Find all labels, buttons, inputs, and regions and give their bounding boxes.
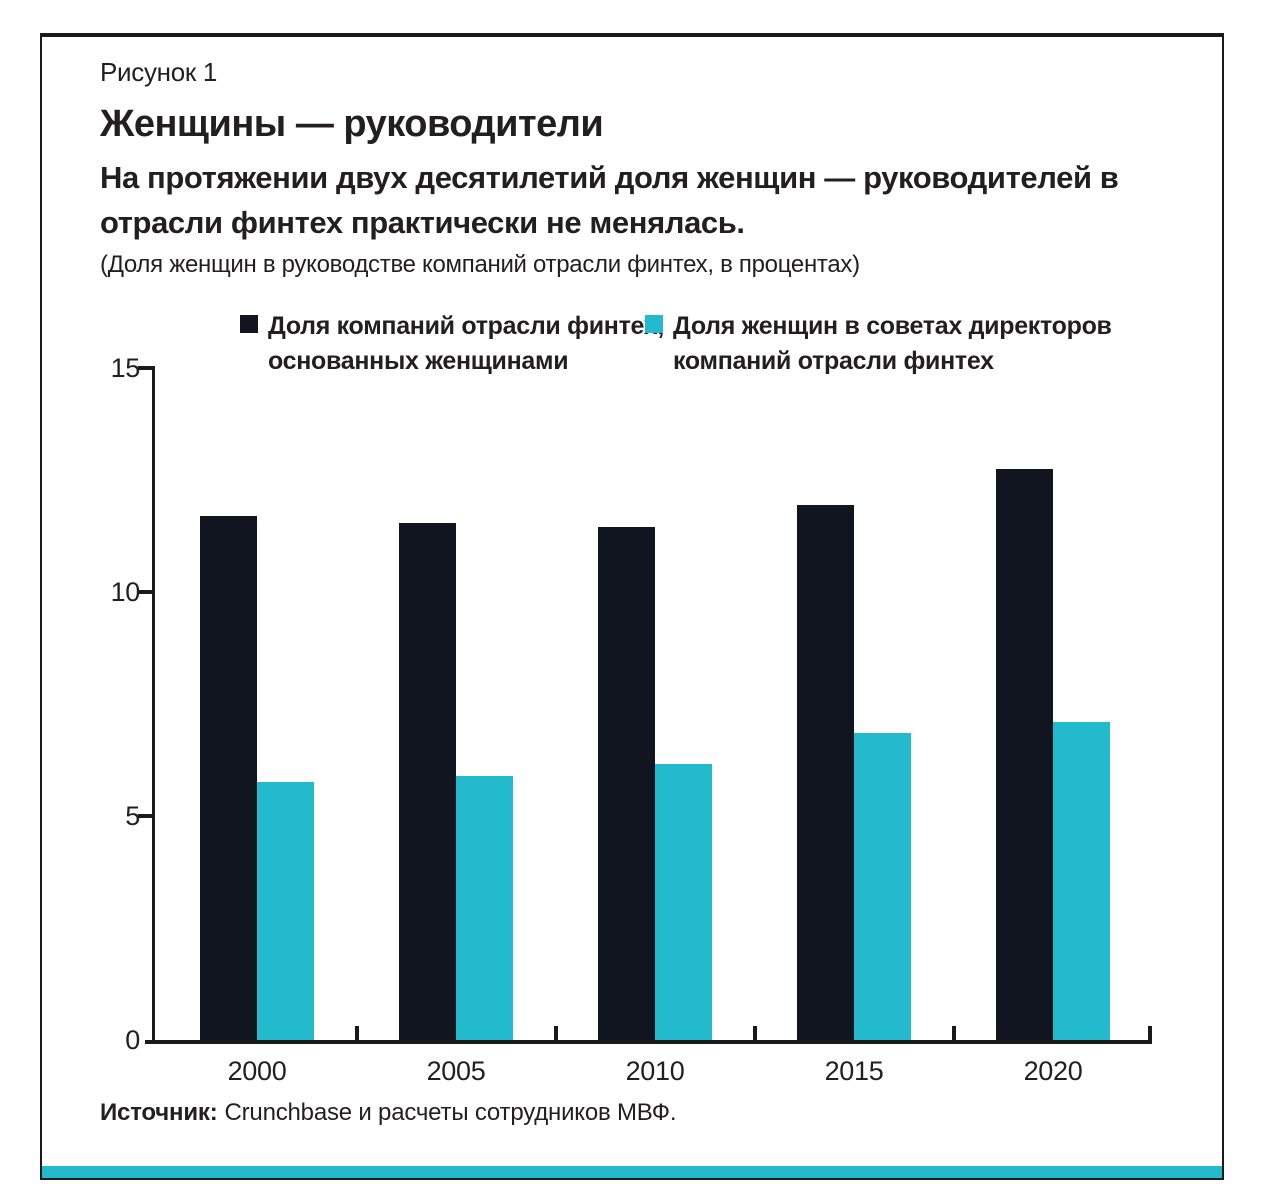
bar-boards-2005 bbox=[456, 775, 513, 1040]
bar-boards-2010 bbox=[655, 764, 712, 1040]
chart-title: Женщины — руководители bbox=[100, 103, 604, 145]
x-tick-label: 2005 bbox=[426, 1056, 486, 1086]
x-axis-tick bbox=[354, 1026, 359, 1040]
legend-label-founded: Доля компаний отрасли финтех, основанных… bbox=[268, 309, 664, 379]
y-tick-label: 0 bbox=[125, 1025, 140, 1055]
y-tick-label: 10 bbox=[110, 577, 141, 607]
bar-boards-2015 bbox=[854, 733, 911, 1040]
x-axis-tick bbox=[553, 1026, 558, 1040]
bar-boards-2000 bbox=[257, 782, 314, 1040]
y-axis-tick bbox=[138, 366, 152, 370]
figure-panel: Рисунок 1 Женщины — руководители На прот… bbox=[40, 33, 1224, 1180]
legend-label-boards: Доля женщин в советах директоров компани… bbox=[673, 309, 1112, 379]
bar-founded-2020 bbox=[996, 468, 1053, 1040]
x-axis-end-tick bbox=[1148, 1026, 1152, 1040]
legend-swatch-boards bbox=[645, 315, 663, 333]
source-label: Источник: bbox=[100, 1099, 218, 1126]
legend-label-line: компаний отрасли финтех bbox=[673, 347, 994, 375]
legend-item-boards: Доля женщин в советах директоров компани… bbox=[645, 309, 1112, 379]
bar-chart: 0 5 10 15 2000 2005 2010 2015 2020 bbox=[42, 37, 1222, 1178]
x-axis-line bbox=[145, 1040, 1152, 1044]
x-axis-tick bbox=[951, 1026, 956, 1040]
x-axis-tick bbox=[752, 1026, 757, 1040]
legend-label-line: Доля компаний отрасли финтех, bbox=[268, 312, 665, 340]
bar-founded-2000 bbox=[200, 515, 257, 1040]
y-axis-tick bbox=[138, 814, 152, 818]
units-note: (Доля женщин в руководстве компаний отра… bbox=[100, 251, 860, 278]
x-tick-label: 2015 bbox=[824, 1056, 884, 1086]
y-axis-line bbox=[152, 366, 155, 1044]
legend-item-founded: Доля компаний отрасли финтех, основанных… bbox=[240, 309, 664, 379]
accent-strip bbox=[42, 1166, 1222, 1178]
y-tick-label: 5 bbox=[125, 801, 140, 831]
bar-founded-2015 bbox=[797, 504, 854, 1040]
source-note: Источник: Crunchbase и расчеты сотруднико… bbox=[100, 1099, 677, 1127]
bar-boards-2020 bbox=[1053, 721, 1110, 1040]
source-text: Crunchbase и расчеты сотрудников МВФ. bbox=[224, 1099, 677, 1126]
figure-number: Рисунок 1 bbox=[100, 57, 218, 87]
bar-founded-2005 bbox=[399, 522, 456, 1040]
legend-swatch-founded bbox=[240, 315, 258, 333]
y-tick-label: 15 bbox=[110, 353, 141, 383]
x-tick-label: 2000 bbox=[227, 1056, 287, 1086]
legend-label-line: основанных женщинами bbox=[268, 347, 569, 375]
chart-subtitle: На протяжении двух десятилетий доля женщ… bbox=[100, 160, 1119, 240]
legend-label-line: Доля женщин в советах директоров bbox=[673, 312, 1112, 340]
y-axis-tick bbox=[138, 590, 152, 594]
bar-founded-2010 bbox=[598, 527, 655, 1040]
x-tick-label: 2010 bbox=[625, 1056, 685, 1086]
x-tick-label: 2020 bbox=[1023, 1056, 1083, 1086]
